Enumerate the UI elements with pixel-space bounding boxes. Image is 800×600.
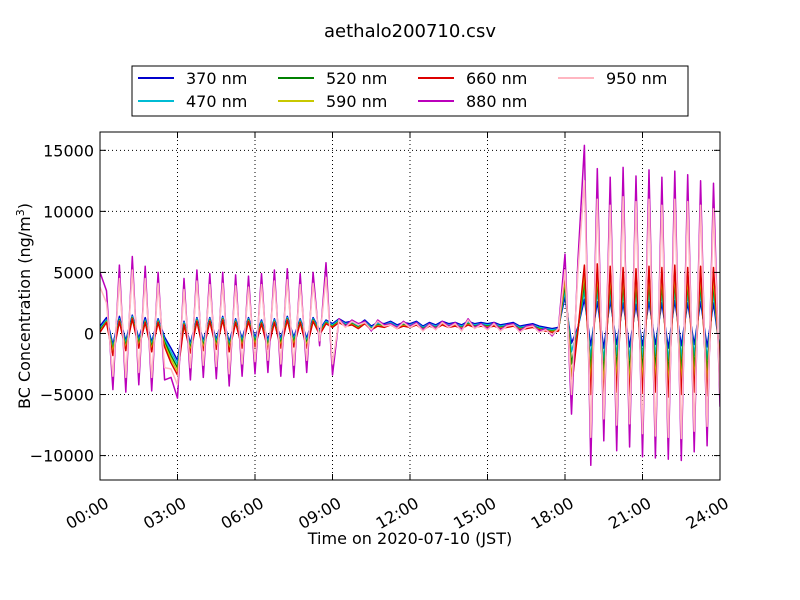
series-line-950-nm bbox=[100, 180, 720, 440]
legend-label-470-nm: 470 nm bbox=[186, 92, 247, 111]
y-tick-label: 0 bbox=[84, 324, 94, 343]
y-tick-label: −10000 bbox=[30, 447, 94, 466]
y-axis-label-main: BC Concentration (ng/m bbox=[15, 216, 34, 409]
legend: 370 nm 470 nm 520 nm 590 nm 660 nm 880 nm 950 … bbox=[131, 65, 689, 117]
legend-box bbox=[131, 65, 689, 117]
y-axis-label: BC Concentration (ng/m3) bbox=[14, 203, 34, 409]
x-axis-label: Time on 2020-07-10 (JST) bbox=[307, 529, 512, 548]
legend-label-590-nm: 590 nm bbox=[326, 92, 387, 111]
y-tick-label: −5000 bbox=[40, 386, 94, 405]
y-axis-label-superscript: 3 bbox=[14, 209, 27, 216]
y-axis-label-tail: ) bbox=[15, 203, 34, 209]
y-tick-label: 15000 bbox=[43, 141, 94, 160]
y-tick-label: 5000 bbox=[53, 263, 94, 282]
chart-title: aethalo200710.csv bbox=[324, 21, 496, 42]
series-layer bbox=[100, 144, 720, 467]
axis-ticks bbox=[99, 132, 721, 480]
legend-label-520-nm: 520 nm bbox=[326, 69, 387, 88]
y-tick-labels: −10000 −5000 0 5000 10000 15000 bbox=[30, 141, 94, 465]
series-line-880-nm bbox=[100, 144, 720, 467]
legend-label-370-nm: 370 nm bbox=[186, 69, 247, 88]
legend-label-950-nm: 950 nm bbox=[606, 69, 667, 88]
y-tick-label: 10000 bbox=[43, 202, 94, 221]
legend-label-660-nm: 660 nm bbox=[466, 69, 527, 88]
legend-label-880-nm: 880 nm bbox=[466, 92, 527, 111]
grid-lines bbox=[100, 132, 720, 480]
